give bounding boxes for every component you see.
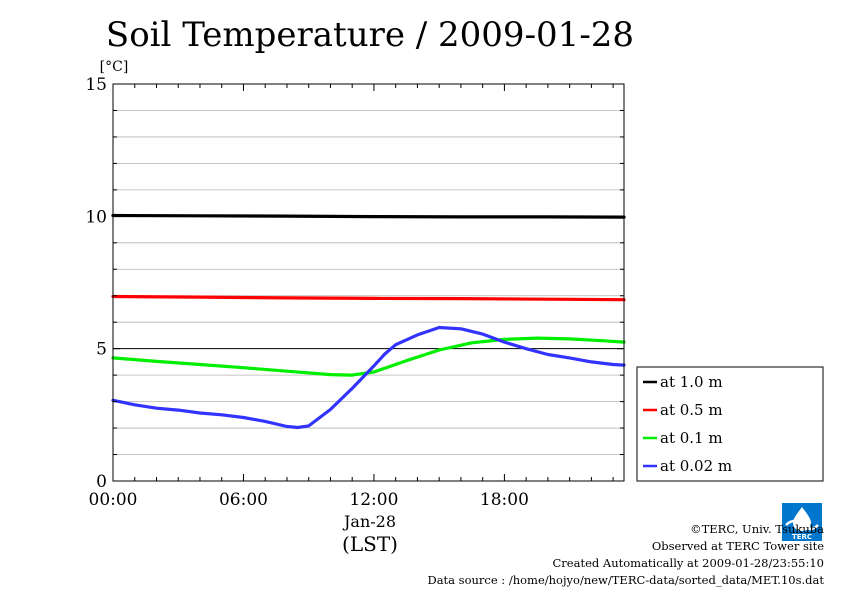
chart-title: Soil Temperature / 2009-01-28 [106, 15, 634, 55]
y-axis-unit: [°C] [100, 59, 129, 75]
x-axis: 00:00 06:00 12:00 18:00 [89, 84, 614, 510]
footer-credits: ©TERC, Univ. Tsukuba Observed at TERC To… [427, 521, 824, 589]
terc-logo-icon: TERC [782, 503, 822, 541]
series-line [111, 294, 626, 302]
series-line [111, 336, 626, 377]
series-line [111, 213, 626, 219]
x-axis-label: (LST) [342, 532, 398, 556]
source-text: Data source : /home/hojyo/new/TERC-data/… [427, 573, 824, 587]
terc-logo: TERC [782, 503, 822, 545]
x-tick-label: 06:00 [219, 490, 268, 510]
grid-lines [113, 110, 624, 455]
y-tick-label: 10 [85, 207, 107, 227]
y-tick-label: 5 [96, 340, 107, 360]
x-axis-date-label: Jan-28 [342, 512, 396, 531]
legend: at 1.0 m at 0.5 m at 0.1 m at 0.02 m [636, 366, 824, 482]
x-tick-label: 00:00 [89, 490, 138, 510]
y-tick-label: 15 [85, 75, 107, 95]
legend-box [636, 366, 824, 482]
svg-text:TERC: TERC [792, 533, 812, 541]
y-axis: 0 5 10 15 [85, 75, 624, 492]
series-lines [111, 213, 626, 430]
legend-label: at 1.0 m [660, 373, 723, 391]
series-line [111, 325, 626, 430]
x-tick-label: 18:00 [480, 490, 529, 510]
x-tick-label: 12:00 [349, 490, 398, 510]
copyright-text: ©TERC, Univ. Tsukuba [690, 522, 824, 536]
created-text: Created Automatically at 2009-01-28/23:5… [552, 556, 825, 570]
plot-frame [112, 83, 625, 482]
observed-text: Observed at TERC Tower site [651, 539, 824, 553]
legend-label: at 0.5 m [660, 401, 723, 419]
legend-label: at 0.1 m [660, 429, 723, 447]
y-tick-label: 0 [96, 472, 107, 492]
legend-label: at 0.02 m [660, 457, 732, 475]
